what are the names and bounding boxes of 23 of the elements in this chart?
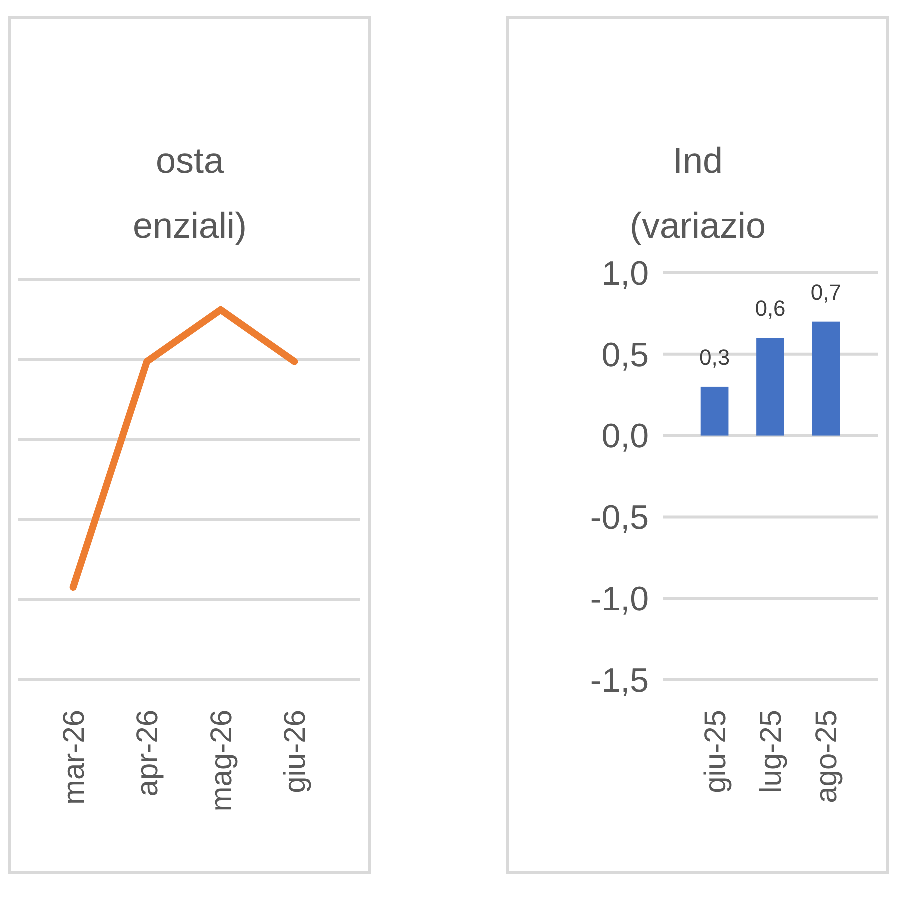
- chart-subtitle: enziali): [132, 205, 248, 246]
- x-tick-label: giu-26: [279, 710, 312, 794]
- data-label: 0,6: [755, 296, 786, 322]
- x-tick-label: lug-25: [755, 710, 788, 794]
- bar: [756, 338, 784, 436]
- x-tick-label: mag-26: [205, 710, 238, 812]
- data-label: 0,7: [810, 280, 842, 305]
- y-tick-label: 1,0: [602, 254, 649, 293]
- y-tick-label: -1,0: [590, 580, 649, 618]
- y-tick-label: -1,5: [590, 662, 649, 700]
- x-tick-label: mar-26: [58, 710, 91, 806]
- x-tick-label: apr-26: [132, 710, 165, 797]
- y-tick-label: -0,5: [590, 499, 649, 538]
- chart-title: Ind: [672, 140, 724, 181]
- y-tick-label: 0,0: [602, 418, 649, 456]
- x-tick-label: ago-25: [810, 710, 844, 804]
- data-label: 0,3: [699, 344, 730, 370]
- chart-subtitle: (variazio: [630, 205, 766, 246]
- y-tick-label: 0,5: [602, 336, 649, 374]
- chart-title: osta: [156, 140, 225, 181]
- bar: [812, 322, 840, 436]
- bar: [700, 386, 729, 436]
- x-tick-label: giu-25: [699, 710, 732, 794]
